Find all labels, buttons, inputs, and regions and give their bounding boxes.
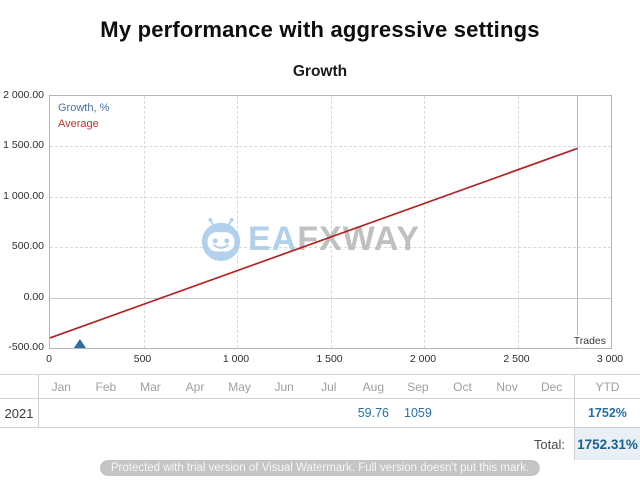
month-header-dec: Dec [540, 379, 563, 394]
value-cell-aug: 59.76 [357, 406, 389, 420]
month-header-jan: Jan [51, 379, 71, 394]
vertical-gridline [517, 96, 519, 348]
vertical-gridline [330, 96, 332, 348]
total-label: Total: [533, 436, 565, 452]
table-total-row: Total: 1752.31% [0, 428, 640, 460]
x-tick-label: 0 [46, 353, 52, 365]
x-tick-label: 2 500 [503, 353, 530, 365]
value-cell-nov [485, 399, 530, 427]
last-trade-line [577, 96, 579, 348]
legend-growth: Growth, % [58, 102, 110, 114]
y-tick-label: 0.00 [23, 290, 44, 303]
table-header-row: Jan Feb Mar Apr May Jun Jul Aug Sep Oct … [0, 374, 640, 399]
plot-area: EAFXWAY Growth, % Average Trades [49, 95, 612, 349]
x-tick-label: 3 000 [596, 353, 624, 365]
monthly-results-table: Jan Feb Mar Apr May Jun Jul Aug Sep Oct … [0, 374, 640, 460]
month-header-nov: Nov [496, 379, 518, 394]
value-cell-may [217, 399, 262, 427]
total-value: 1752.31% [574, 428, 640, 460]
value-cell-jun [262, 399, 307, 427]
value-cell-dec [529, 399, 574, 427]
horizontal-gridline [50, 247, 611, 249]
zero-gridline [50, 297, 611, 299]
brand-watermark: EAFXWAY [198, 216, 420, 262]
month-header-jul: Jul [321, 379, 337, 394]
watermark-text-fxway: FXWAY [297, 219, 421, 258]
month-header-feb: Feb [95, 379, 117, 394]
horizontal-gridline [50, 146, 611, 148]
vertical-gridline [424, 96, 425, 348]
value-cell-feb [84, 399, 129, 427]
value-cell-sep: 1059 [404, 406, 432, 420]
horizontal-gridline [50, 196, 611, 198]
table-year-row: 2021 59.76 1059 1752% [0, 399, 640, 428]
vertical-gridline [237, 96, 238, 348]
month-header-jun: Jun [274, 379, 294, 394]
value-cell-oct [440, 399, 485, 427]
x-tick-label: 500 [133, 353, 152, 365]
year-header-cell [0, 375, 39, 398]
chart-title: Growth [292, 63, 348, 80]
x-tick-label: 2 000 [409, 353, 437, 365]
watermark-wordmark: EAFXWAY [248, 220, 420, 259]
x-axis-title: Trades [571, 335, 608, 347]
legend: Growth, % Average [58, 100, 109, 132]
value-cell-mar [128, 399, 173, 427]
legend-average: Average [58, 118, 99, 130]
growth-marker-icon [73, 339, 86, 348]
month-header-aug: Aug [362, 379, 385, 394]
month-header-sep: Sep [407, 379, 429, 394]
value-cell-jul [306, 399, 351, 427]
series-svg [50, 147, 578, 348]
x-tick-label: 1 000 [222, 353, 250, 365]
value-cell-apr [173, 399, 218, 427]
page-title: My performance with aggressive settings [100, 17, 540, 42]
y-tick-label: 1 000.00 [3, 189, 44, 202]
month-header-apr: Apr [185, 379, 205, 394]
ytd-value-cell: 1752% [573, 399, 640, 427]
y-tick-label: 2 000.00 [3, 89, 44, 101]
robot-logo-icon [201, 217, 241, 262]
x-tick-label: 1 500 [316, 353, 343, 365]
year-cell: 2021 [0, 399, 39, 427]
average-line [50, 147, 578, 339]
month-header-oct: Oct [453, 379, 472, 394]
trial-watermark-notice: Protected with trial version of Visual W… [99, 460, 541, 476]
watermark-text-ea: EA [248, 219, 298, 258]
value-cell-jan [39, 399, 84, 427]
y-tick-label: -500.00 [8, 341, 44, 353]
vertical-gridline [143, 96, 145, 348]
y-tick-label: 1 500.00 [3, 139, 44, 152]
y-tick-label: 500.00 [11, 240, 44, 253]
month-header-mar: Mar [140, 379, 161, 394]
month-header-may: May [228, 379, 251, 394]
ytd-header-cell: YTD [573, 375, 640, 398]
